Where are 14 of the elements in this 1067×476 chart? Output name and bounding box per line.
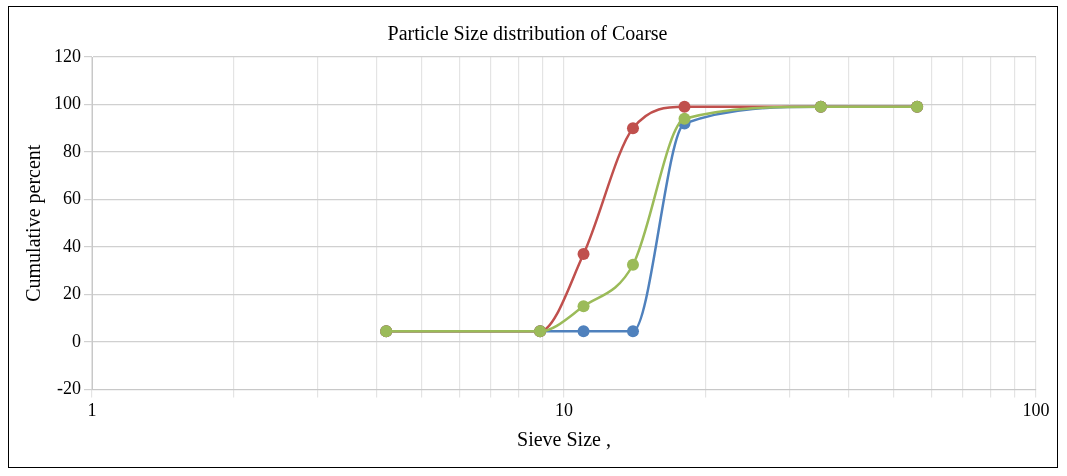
x-tick-label: 1 bbox=[87, 399, 97, 420]
x-tick-label: 10 bbox=[555, 399, 573, 420]
y-tick-label: 40 bbox=[63, 235, 81, 256]
y-tick-label: -20 bbox=[57, 378, 81, 399]
y-tick-label: 60 bbox=[63, 188, 81, 209]
y-tick-label: 80 bbox=[63, 140, 81, 161]
y-tick-label: 100 bbox=[54, 93, 81, 114]
x-tick-label: 100 bbox=[1022, 399, 1050, 420]
y-tick-label: 120 bbox=[54, 45, 81, 66]
y-tick-label: 0 bbox=[72, 330, 81, 351]
y-axis-title: Cumulative percent bbox=[22, 144, 46, 302]
chart-title: Particle Size distribution of Coarse bbox=[387, 22, 668, 45]
x-axis-title: Sieve Size , bbox=[517, 428, 611, 451]
y-tick-label: 20 bbox=[63, 283, 81, 304]
